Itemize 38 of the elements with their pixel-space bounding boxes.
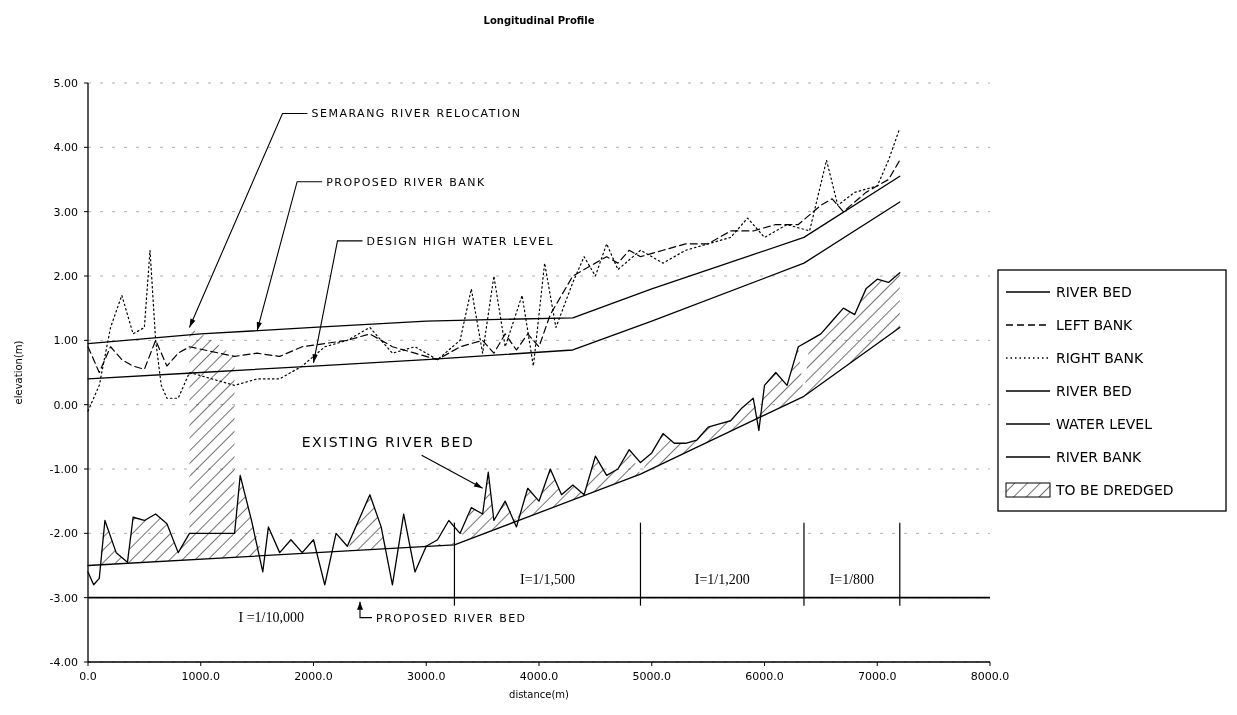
x-tick-label: 8000.0	[970, 670, 1010, 683]
y-tick-label: 4.00	[53, 141, 78, 155]
y-tick-label: 3.00	[53, 205, 78, 219]
annotation: SEMARANG RIVER RELOCATION	[311, 107, 522, 121]
annotation: I=1/1,500	[519, 571, 575, 587]
x-tick-label: 4000.0	[519, 670, 559, 683]
annotation: I =1/10,000	[238, 609, 304, 625]
x-axis-title: distance(m)	[509, 689, 570, 700]
x-tick-label: 1000.0	[181, 670, 220, 683]
legend-label: WATER LEVEL	[1056, 415, 1153, 432]
y-tick-label: -3.00	[49, 591, 78, 605]
annotation: I=1/1,200	[694, 571, 750, 587]
y-tick-label: 0.00	[53, 398, 78, 412]
x-tick-label: 7000.0	[858, 670, 897, 683]
legend-label: LEFT BANK	[1056, 316, 1134, 333]
annotation: DESIGN HIGH WATER LEVEL	[366, 234, 555, 248]
y-tick-label: -4.00	[49, 655, 78, 669]
legend-label: RIGHT BANK	[1056, 349, 1144, 366]
annotation: EXISTING RIVER BED	[301, 434, 475, 451]
annotation: I=1/800	[829, 571, 875, 587]
legend-label: RIVER BANK	[1056, 448, 1143, 465]
legend-label: TO BE DREDGED	[1055, 481, 1174, 498]
y-tick-label: 1.00	[53, 334, 78, 348]
y-axis-title: elevation(m)	[13, 340, 24, 405]
legend-label: RIVER BED	[1056, 283, 1132, 300]
y-tick-label: -1.00	[49, 462, 78, 476]
legend-label: RIVER BED	[1056, 382, 1132, 399]
annotation: PROPOSED RIVER BANK	[326, 175, 486, 189]
annotation: PROPOSED RIVER BED	[376, 611, 527, 625]
x-tick-label: 5000.0	[632, 670, 671, 683]
x-tick-label: 6000.0	[745, 670, 784, 683]
x-tick-label: 3000.0	[407, 670, 446, 683]
y-tick-label: 5.00	[53, 76, 78, 90]
x-tick-label: 0.0	[79, 670, 97, 683]
y-tick-label: 2.00	[53, 269, 78, 283]
y-tick-label: -2.00	[49, 527, 78, 541]
chart-title: Longitudinal Profile	[483, 15, 595, 26]
x-tick-label: 2000.0	[294, 670, 333, 683]
